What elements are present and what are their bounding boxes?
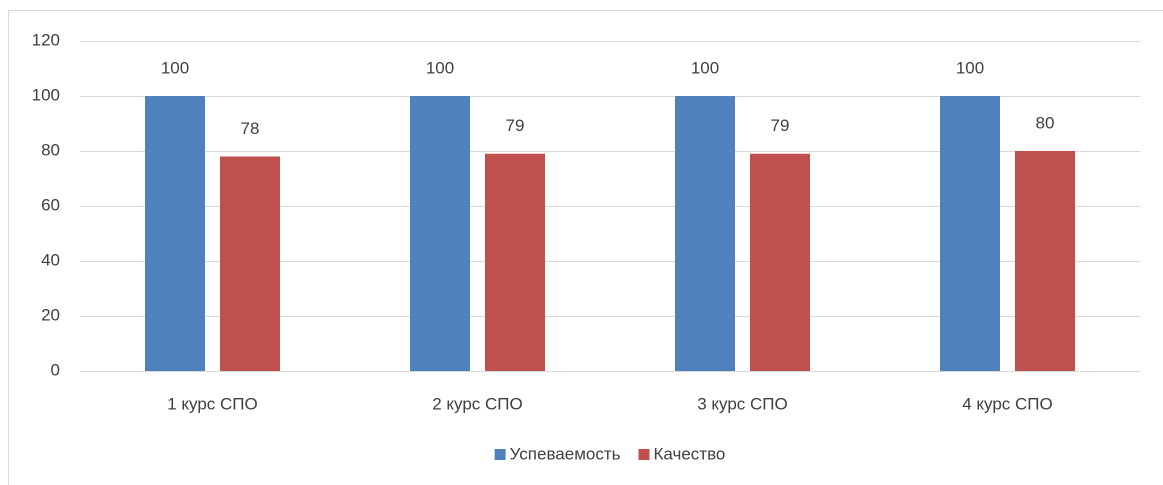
data-label: 100 <box>691 58 719 77</box>
y-tick-label: 40 <box>41 250 60 269</box>
bar <box>1015 151 1075 371</box>
data-label: 79 <box>506 116 525 135</box>
bar <box>750 153 810 371</box>
legend-label: Успеваемость <box>510 444 621 463</box>
x-tick-label: 3 курс СПО <box>697 394 788 413</box>
y-tick-label: 100 <box>32 85 60 104</box>
data-label: 100 <box>426 58 454 77</box>
bar <box>940 96 1000 371</box>
legend-swatch <box>638 449 650 460</box>
data-label: 78 <box>241 119 260 138</box>
y-tick-label: 0 <box>51 360 60 379</box>
data-label: 100 <box>161 58 189 77</box>
bar <box>220 156 280 371</box>
x-tick-label: 4 курс СПО <box>962 394 1053 413</box>
bar <box>675 96 735 371</box>
y-tick-label: 20 <box>41 305 60 324</box>
data-label: 80 <box>1036 113 1055 132</box>
x-tick-label: 2 курс СПО <box>432 394 523 413</box>
y-tick-label: 60 <box>41 195 60 214</box>
y-tick-label: 120 <box>32 30 60 49</box>
bar <box>410 96 470 371</box>
legend-swatch <box>494 449 506 460</box>
data-label: 100 <box>956 58 984 77</box>
x-tick-label: 1 курс СПО <box>167 394 258 413</box>
bar <box>145 96 205 371</box>
y-tick-label: 80 <box>41 140 60 159</box>
bar <box>485 153 545 371</box>
data-label: 79 <box>771 116 790 135</box>
legend-label: Качество <box>653 444 725 463</box>
